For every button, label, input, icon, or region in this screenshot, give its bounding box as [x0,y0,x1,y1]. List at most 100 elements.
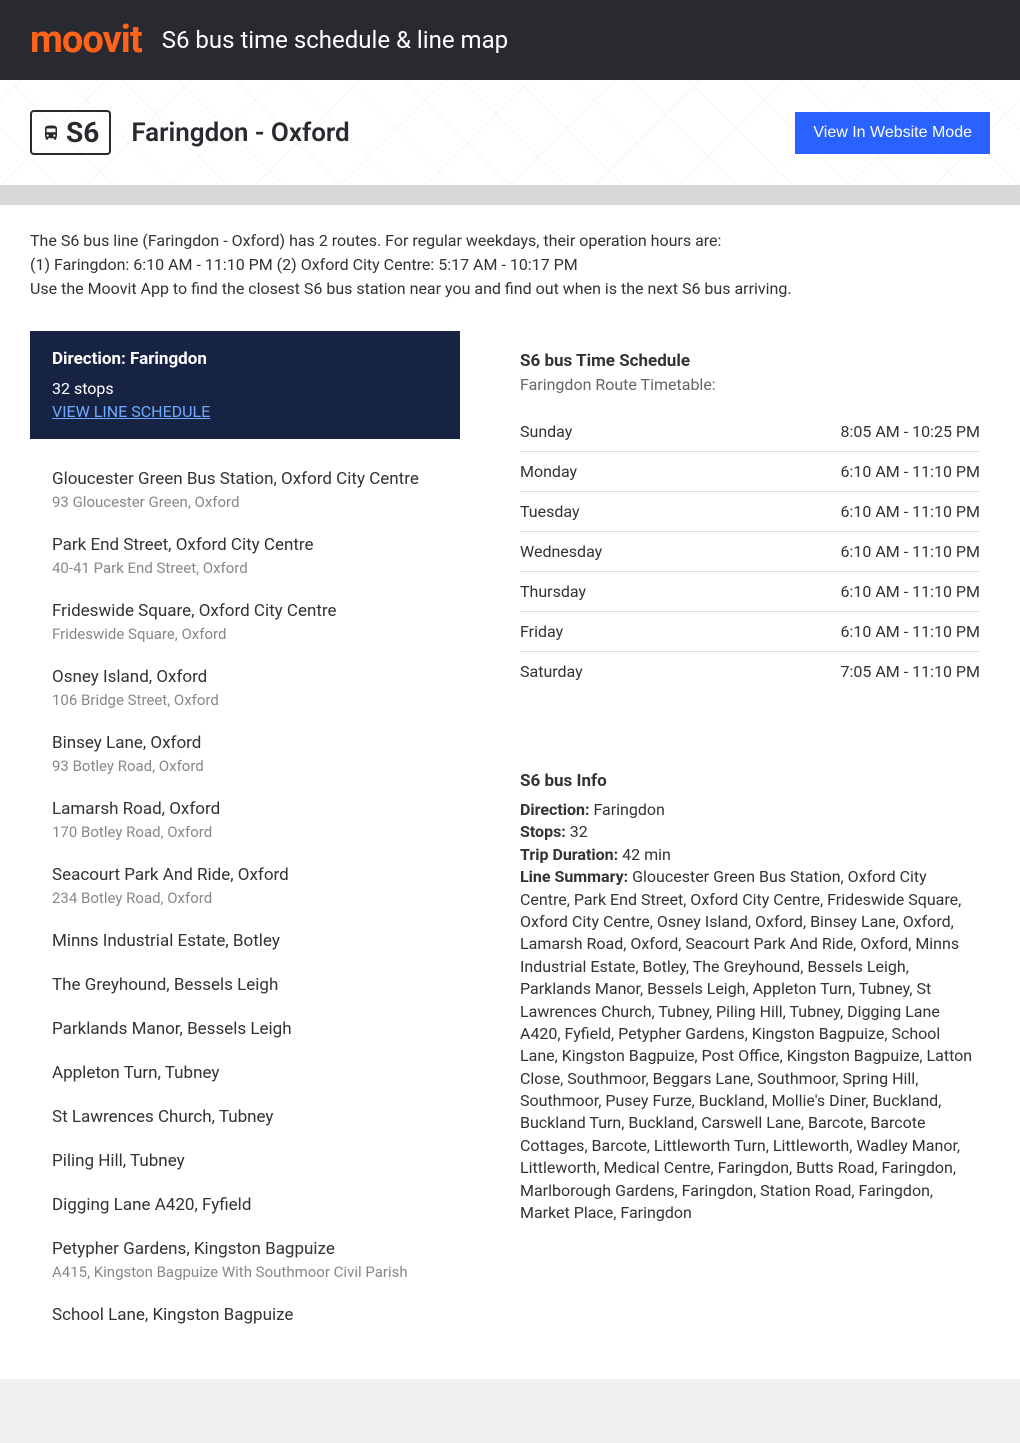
schedule-hours: 6:10 AM - 11:10 PM [841,462,980,481]
stop-item: Seacourt Park And Ride, Oxford 234 Botley… [52,865,438,907]
schedule-day: Tuesday [520,502,580,521]
schedule-day: Monday [520,462,577,481]
stop-item: Petypher Gardens, Kingston Bagpuize A415,… [52,1239,438,1281]
schedule-hours: 6:10 AM - 11:10 PM [841,582,980,601]
hero: S6 Faringdon - Oxford View In Website Mo… [0,80,1020,185]
schedule-row: Thursday 6:10 AM - 11:10 PM [520,572,980,612]
intro-line: Use the Moovit App to find the closest S… [30,277,990,301]
intro-text: The S6 bus line (Faringdon - Oxford) has… [0,205,1020,331]
schedule-title: S6 bus Time Schedule [520,351,980,371]
stop-name: School Lane, Kingston Bagpuize [52,1305,438,1325]
schedule-hours: 6:10 AM - 11:10 PM [841,542,980,561]
schedule-day: Saturday [520,662,583,681]
stops-count: 32 stops [52,379,438,398]
stop-item: Appleton Turn, Tubney [52,1063,438,1083]
info-value: 42 min [618,845,671,864]
route-code: S6 [66,116,99,149]
schedule-row: Saturday 7:05 AM - 11:10 PM [520,652,980,691]
direction-title: Direction: Faringdon [52,349,438,369]
stop-name: Minns Industrial Estate, Botley [52,931,438,951]
schedule-day: Thursday [520,582,586,601]
schedule-day: Wednesday [520,542,602,561]
info-stops: Stops: 32 [520,821,980,843]
gap [510,711,990,751]
stop-address: 234 Botley Road, Oxford [52,889,438,907]
stop-name: Appleton Turn, Tubney [52,1063,438,1083]
schedule-hours: 8:05 AM - 10:25 PM [841,422,980,441]
stop-item: St Lawrences Church, Tubney [52,1107,438,1127]
schedule-day: Friday [520,622,563,641]
stop-name: Frideswide Square, Oxford City Centre [52,601,438,621]
route-name: Faringdon - Oxford [131,118,349,148]
schedule-subtitle: Faringdon Route Timetable: [520,375,980,394]
schedule-hours: 6:10 AM - 11:10 PM [841,622,980,641]
stop-name: Binsey Lane, Oxford [52,733,438,753]
stop-name: Parklands Manor, Bessels Leigh [52,1019,438,1039]
view-website-button[interactable]: View In Website Mode [795,112,990,154]
direction-card: Direction: Faringdon 32 stops VIEW LINE … [30,331,460,439]
stop-item: Gloucester Green Bus Station, Oxford Cit… [52,469,438,511]
info-value: Gloucester Green Bus Station, Oxford Cit… [520,867,972,1222]
logo: moovit [30,18,142,62]
stop-address: 40-41 Park End Street, Oxford [52,559,438,577]
stop-address: 170 Botley Road, Oxford [52,823,438,841]
stop-name: Digging Lane A420, Fyfield [52,1195,438,1215]
info-card: S6 bus Info Direction: Faringdon Stops: … [510,751,990,1244]
stop-name: Osney Island, Oxford [52,667,438,687]
stop-item: Minns Industrial Estate, Botley [52,931,438,951]
stop-item: School Lane, Kingston Bagpuize [52,1305,438,1325]
stop-item: Lamarsh Road, Oxford170 Botley Road, Oxf… [52,799,438,841]
schedule-day: Sunday [520,422,572,441]
intro-line: The S6 bus line (Faringdon - Oxford) has… [30,229,990,253]
info-direction: Direction: Faringdon [520,799,980,821]
schedule-card: S6 bus Time Schedule Faringdon Route Tim… [510,331,990,711]
stop-item: Binsey Lane, Oxford 93 Botley Road, Oxfor… [52,733,438,775]
schedule-row: Monday 6:10 AM - 11:10 PM [520,452,980,492]
info-label: Direction: [520,800,589,819]
page-title: S6 bus time schedule & line map [162,26,508,54]
intro-line: (1) Faringdon: 6:10 AM - 11:10 PM (2) Ox… [30,253,990,277]
stop-address: 106 Bridge Street, Oxford [52,691,438,709]
stop-name: Gloucester Green Bus Station, Oxford Cit… [52,469,438,489]
stop-name: Petypher Gardens, Kingston Bagpuize [52,1239,438,1259]
hero-left: S6 Faringdon - Oxford [30,110,350,155]
stop-item: Digging Lane A420, Fyfield [52,1195,438,1215]
schedule-row: Sunday 8:05 AM - 10:25 PM [520,412,980,452]
stop-address: A415, Kingston Bagpuize With Southmoor C… [52,1263,438,1281]
stop-item: Osney Island, Oxford 106 Bridge Street, O… [52,667,438,709]
spacer [0,185,1020,205]
stop-name: Seacourt Park And Ride, Oxford [52,865,438,885]
schedule-row: Wednesday 6:10 AM - 11:10 PM [520,532,980,572]
schedule-table: Sunday 8:05 AM - 10:25 PM Monday 6:10 AM - … [520,412,980,691]
info-value: 32 [566,822,588,841]
stop-address: Frideswide Square, Oxford [52,625,438,643]
stop-address: 93 Botley Road, Oxford [52,757,438,775]
info-label: Trip Duration: [520,845,618,864]
left-column: Direction: Faringdon 32 stops VIEW LINE … [30,331,460,1349]
route-badge: S6 [30,110,111,155]
info-duration: Trip Duration: 42 min [520,844,980,866]
stops-list: Gloucester Green Bus Station, Oxford Cit… [30,439,460,1325]
stop-name: Park End Street, Oxford City Centre [52,535,438,555]
info-label: Line Summary: [520,867,628,886]
view-schedule-link[interactable]: VIEW LINE SCHEDULE [52,402,210,421]
schedule-row: Tuesday 6:10 AM - 11:10 PM [520,492,980,532]
stop-name: The Greyhound, Bessels Leigh [52,975,438,995]
info-title: S6 bus Info [520,771,980,791]
info-summary: Line Summary: Gloucester Green Bus Stati… [520,866,980,1224]
info-value: Faringdon [589,800,664,819]
schedule-hours: 6:10 AM - 11:10 PM [841,502,980,521]
info-label: Stops: [520,822,566,841]
stop-item: Parklands Manor, Bessels Leigh [52,1019,438,1039]
stop-address: 93 Gloucester Green, Oxford [52,493,438,511]
stop-item: Park End Street, Oxford City Centre 40-41… [52,535,438,577]
schedule-row: Friday 6:10 AM - 11:10 PM [520,612,980,652]
stop-item: Piling Hill, Tubney [52,1151,438,1171]
content: Direction: Faringdon 32 stops VIEW LINE … [0,331,1020,1379]
right-column: S6 bus Time Schedule Faringdon Route Tim… [510,331,990,1349]
stop-name: Piling Hill, Tubney [52,1151,438,1171]
schedule-hours: 7:05 AM - 11:10 PM [841,662,980,681]
header: moovit S6 bus time schedule & line map [0,0,1020,80]
stop-name: St Lawrences Church, Tubney [52,1107,438,1127]
stop-item: The Greyhound, Bessels Leigh [52,975,438,995]
